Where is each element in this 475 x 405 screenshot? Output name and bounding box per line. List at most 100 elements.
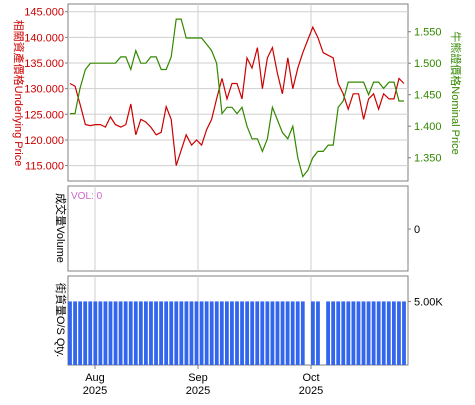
oi-bar <box>402 301 406 365</box>
right-tick-label: 1.350 <box>414 153 442 165</box>
oi-bar <box>250 301 255 365</box>
volume-panel-frame <box>67 185 409 272</box>
oi-bar <box>336 301 341 365</box>
right-tick-label: 1.550 <box>414 27 442 39</box>
oi-bar <box>144 301 148 365</box>
left-tick-label: 125.000 <box>24 109 64 121</box>
underlying-price-line <box>69 25 405 166</box>
oi-bar <box>159 301 163 365</box>
oi-bar <box>164 301 169 365</box>
x-tick-year-label: 2025 <box>299 385 323 397</box>
x-tick-month-label: Sep <box>188 372 208 384</box>
oi-bar <box>98 301 103 365</box>
oi-bar <box>235 301 239 365</box>
oi-bar <box>128 301 133 365</box>
oi-bar <box>118 301 123 365</box>
oi-bar <box>88 301 93 365</box>
right-tick-label: 1.400 <box>414 121 442 133</box>
oi-bar <box>179 301 184 365</box>
oi-bar <box>113 301 118 365</box>
oi-bar <box>245 301 250 365</box>
oi-bar <box>300 301 305 365</box>
oi-bar <box>199 301 204 365</box>
right-tick-label: 1.450 <box>414 90 442 102</box>
oi-bar <box>371 301 376 365</box>
oi-bar <box>331 301 336 365</box>
oi-bar <box>103 301 108 365</box>
oi-tick-label: 5.00K <box>414 296 443 308</box>
oi-bar <box>209 301 214 365</box>
left-tick-label: 115.000 <box>25 161 64 173</box>
x-tick-year-label: 2025 <box>83 385 107 397</box>
left-tick-label: 135.000 <box>24 58 64 70</box>
oi-bar <box>391 301 396 365</box>
right-tick-label: 1.500 <box>414 58 442 70</box>
oi-bar <box>397 301 401 365</box>
oi-bar <box>108 301 113 365</box>
oi-bar <box>356 301 361 365</box>
volume-axis-title: 成交量Volume <box>54 193 68 263</box>
oi-bar <box>224 301 229 365</box>
oi-bar <box>78 301 83 365</box>
oi-bar <box>169 301 174 365</box>
left-tick-label: 140.000 <box>24 32 64 44</box>
oi-bar <box>295 301 300 365</box>
oi-bar <box>351 301 356 365</box>
oi-bar <box>154 301 158 365</box>
oi-bar <box>381 301 386 365</box>
bars-layer <box>68 301 406 365</box>
underlying-axis-title: 相關資產價格Underlying Price <box>12 20 26 167</box>
oi-bar <box>68 301 72 365</box>
volume-annotation: VOL: 0 <box>71 191 103 202</box>
oi-bar <box>265 301 270 365</box>
left-tick-label: 145.000 <box>24 7 64 19</box>
oi-bar <box>240 301 244 365</box>
oi-bar <box>311 301 315 365</box>
oi-bar <box>73 301 77 365</box>
oi-bar <box>204 301 209 365</box>
oi-bar <box>138 301 143 365</box>
nominal-axis-title: 牛熊證價格Nominal Price <box>449 31 463 154</box>
oi-bar <box>280 301 285 365</box>
oi-bar <box>194 301 199 365</box>
x-tick-month-label: Aug <box>85 372 105 384</box>
oi-bar <box>93 301 98 365</box>
oi-bar <box>275 301 280 365</box>
oi-bar <box>341 301 346 365</box>
oi-bar <box>184 301 189 365</box>
oi-bar <box>386 301 391 365</box>
oi-bar <box>174 301 179 365</box>
oi-bar <box>149 301 153 365</box>
oi-bar <box>326 301 330 365</box>
ticks-layer: 145.000 140.000 135.000 130.000 125.000 120.0… <box>24 7 443 397</box>
oi-bar <box>189 301 194 365</box>
oi-bar <box>270 301 275 365</box>
lines-layer <box>69 18 405 178</box>
oi-bar <box>219 301 224 365</box>
oi-bar <box>214 301 219 365</box>
oi-bar <box>260 301 265 365</box>
oi-bar <box>366 301 371 365</box>
oi-bar <box>83 301 88 365</box>
left-tick-label: 130.000 <box>24 84 64 96</box>
oi-bar <box>376 301 381 365</box>
nominal-price-line <box>70 18 404 178</box>
x-tick-year-label: 2025 <box>186 385 210 397</box>
oi-bar <box>316 301 320 365</box>
price-panel-frame <box>67 3 409 182</box>
oi-bar <box>290 301 295 365</box>
volume-tick-label: 0 <box>414 224 420 236</box>
oi-bar <box>133 301 138 365</box>
x-tick-month-label: Oct <box>302 372 319 384</box>
oi-axis-title: 街貨量O/S Qty. <box>54 283 68 357</box>
oi-bar <box>346 301 351 365</box>
oi-bar <box>255 301 260 365</box>
oi-bar <box>285 301 290 365</box>
left-tick-label: 120.000 <box>24 135 64 147</box>
grid-layer <box>68 4 408 365</box>
oi-bar <box>123 301 128 365</box>
oi-bar <box>361 301 366 365</box>
oi-bar <box>230 301 234 365</box>
